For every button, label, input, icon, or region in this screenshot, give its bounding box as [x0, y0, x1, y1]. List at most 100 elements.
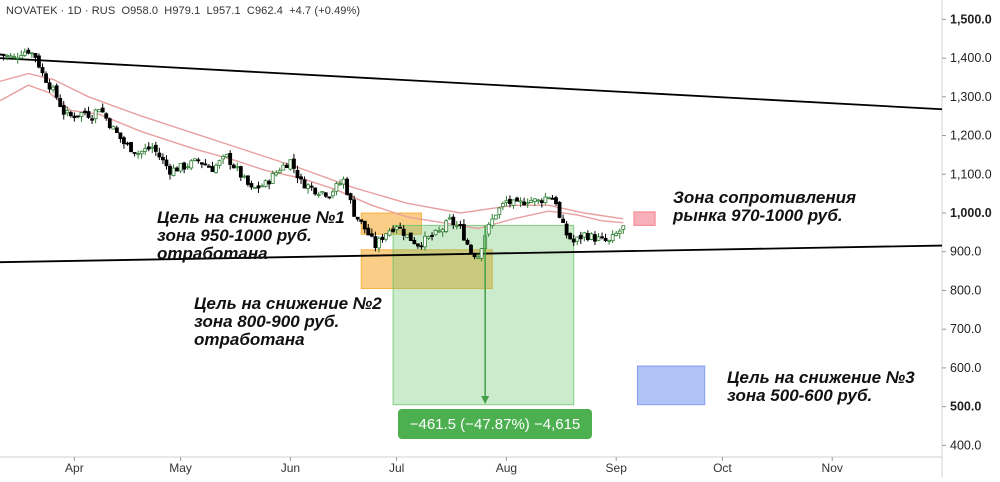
candle-up [607, 239, 612, 242]
candle-down [593, 234, 597, 242]
candle-down [122, 137, 126, 145]
candle-down [345, 178, 349, 195]
candle-down [564, 223, 569, 236]
candle-up [221, 156, 226, 160]
candle-up [493, 214, 498, 220]
annotation-line: зона 500-600 руб. [727, 386, 873, 405]
candle-down [323, 192, 328, 197]
candle-up [281, 164, 286, 171]
candle-up [490, 218, 495, 227]
candle-down [603, 237, 608, 241]
candle-up [532, 198, 537, 203]
ohlc-low: L957.1 [206, 5, 241, 17]
candle-down [26, 49, 31, 54]
candle-up [394, 226, 399, 231]
candle-down [47, 82, 52, 90]
candle-up [536, 199, 541, 202]
y-tick-label: 400.0 [950, 438, 981, 452]
candle-down [462, 224, 466, 241]
candle-down [362, 220, 367, 230]
candle-up [334, 183, 339, 192]
x-month-label: Oct [713, 461, 732, 475]
x-month-label: Sep [606, 461, 628, 475]
y-tick-label: 1,100.0 [950, 167, 992, 181]
candle-up [377, 237, 381, 249]
candle-down [72, 115, 77, 119]
candle-down [369, 233, 374, 237]
candle-up [529, 199, 534, 203]
measure-label[interactable]: −461.5 (−47.87%) −4,615 [398, 409, 592, 439]
candle-down [182, 162, 187, 170]
candle-up [444, 220, 449, 232]
candle-up [263, 180, 268, 187]
candle-down [68, 112, 73, 117]
candle-down [554, 197, 558, 205]
ohlc-close: C962.4 [246, 5, 283, 17]
candle-up [596, 236, 601, 241]
candle-down [398, 226, 403, 229]
measure-arrow-head [481, 395, 490, 404]
candle-down [58, 97, 63, 107]
candle-down [430, 235, 434, 237]
candle-down [522, 201, 527, 206]
x-month-label: Jun [281, 461, 300, 475]
candle-down [327, 196, 332, 199]
candle-up [5, 54, 9, 57]
candle-down [100, 107, 105, 113]
candle-up [384, 233, 388, 240]
candle-down [380, 236, 385, 241]
candle-down [228, 153, 233, 165]
candle-down [1, 53, 6, 57]
candle-up [433, 229, 438, 236]
candle-down [359, 219, 364, 222]
candle-down [539, 200, 544, 204]
x-month-label: May [169, 461, 192, 475]
candle-down [561, 218, 565, 223]
candle-down [249, 183, 254, 188]
candle-down [408, 232, 413, 241]
candle-down [600, 236, 604, 239]
candle-up [575, 236, 580, 242]
annotation-line: рынка 970-1000 руб. [673, 206, 843, 225]
candle-down [203, 163, 208, 166]
candle-up [500, 203, 505, 207]
candle-down [585, 233, 590, 241]
candle-down [568, 232, 573, 240]
measure-layer [481, 225, 490, 404]
candle-down [284, 164, 289, 168]
y-tick-label: 1,500.0 [950, 12, 992, 26]
candle-down [352, 199, 357, 217]
candle-down [515, 197, 519, 202]
ohlc-change: +4.7 (+0.49%) [289, 5, 361, 17]
annotation-resistance: Зона сопротивления рынка 970-1000 руб. [673, 189, 856, 225]
candle-down [168, 165, 172, 175]
y-tick-label: 700.0 [950, 322, 981, 336]
candle-down [118, 132, 123, 140]
candle-down [86, 111, 91, 118]
candle-down [90, 118, 94, 121]
candle-up [582, 232, 587, 238]
candle-up [320, 191, 325, 194]
candle-up [253, 186, 257, 189]
candle-up [405, 234, 410, 238]
candle-up [479, 248, 484, 259]
trendline-lower [0, 244, 943, 264]
annotation-line: Цель на снижение №3 [727, 368, 915, 387]
x-month-label: Aug [496, 461, 517, 475]
candle-up [547, 196, 551, 199]
candle-up [97, 108, 102, 113]
candle-up [260, 185, 264, 188]
candle-up [15, 57, 20, 60]
candle-up [338, 183, 342, 186]
candle-down [125, 142, 130, 145]
candle-down [419, 245, 424, 248]
candle-up [525, 202, 530, 205]
candle-down [40, 67, 45, 74]
candle-down [245, 175, 250, 185]
candle-down [451, 216, 456, 226]
candle-up [19, 55, 24, 59]
candle-up [171, 167, 176, 176]
annotation-line: отработана [157, 244, 268, 263]
